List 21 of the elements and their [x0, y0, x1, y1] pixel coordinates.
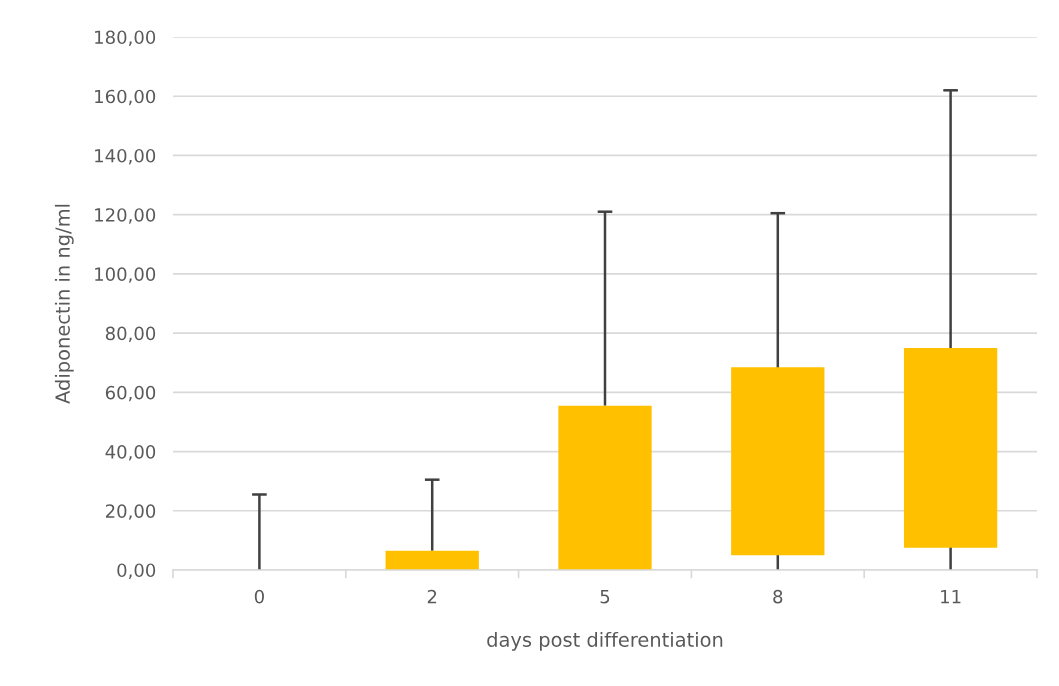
x-tick-label: 2: [427, 589, 437, 604]
bar: [558, 405, 652, 570]
y-tick-label: 0,00: [117, 563, 156, 579]
x-tick-label: 0: [254, 589, 264, 604]
x-tick-label: 5: [600, 590, 610, 604]
y-tick-label: 20,00: [105, 504, 156, 520]
y-tick-label: 140,00: [95, 148, 156, 165]
y-tick-label: 120,00: [95, 208, 156, 224]
y-tick-label: 80,00: [105, 326, 156, 343]
bar: [731, 367, 825, 556]
y-tick-label: 60,00: [105, 385, 156, 402]
bar: [903, 347, 998, 548]
y-tick-label: 100,00: [95, 267, 156, 283]
x-tick-label: 8: [773, 589, 783, 604]
x-tick-label: 11: [941, 590, 961, 604]
y-axis-title: Adiponectin in ng/ml: [54, 204, 74, 404]
bar: [385, 550, 479, 570]
y-tick-label: 40,00: [105, 445, 156, 461]
x-axis-title: days post differentiation: [487, 631, 723, 651]
y-tick-label: 160,00: [95, 89, 156, 106]
y-tick-label: 180,00: [95, 30, 156, 46]
